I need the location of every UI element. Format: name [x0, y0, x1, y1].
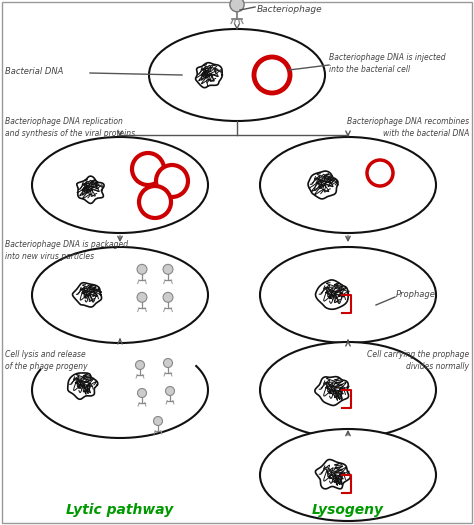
Text: Bacteriophage DNA is injected
into the bacterial cell: Bacteriophage DNA is injected into the b…	[329, 53, 446, 74]
Text: Prophage: Prophage	[396, 290, 436, 299]
Ellipse shape	[149, 29, 325, 121]
Circle shape	[137, 292, 147, 302]
Text: Bacterial DNA: Bacterial DNA	[5, 67, 64, 76]
Circle shape	[164, 359, 173, 368]
Circle shape	[136, 361, 145, 370]
Ellipse shape	[260, 429, 436, 521]
Circle shape	[254, 57, 290, 93]
Text: Bacteriophage DNA replication
and synthesis of the viral proteins: Bacteriophage DNA replication and synthe…	[5, 117, 135, 138]
Circle shape	[132, 153, 164, 185]
Ellipse shape	[32, 137, 208, 233]
Text: Cell carrying the prophage
divides normally: Cell carrying the prophage divides norma…	[367, 350, 469, 371]
Circle shape	[163, 265, 173, 274]
Circle shape	[367, 160, 393, 186]
Circle shape	[156, 165, 188, 197]
Circle shape	[163, 292, 173, 302]
Circle shape	[165, 386, 174, 395]
Circle shape	[230, 0, 244, 12]
Ellipse shape	[260, 247, 436, 343]
Text: Bacteriophage DNA is packaged
into new virus particles: Bacteriophage DNA is packaged into new v…	[5, 240, 128, 261]
Circle shape	[139, 186, 171, 218]
Text: Lytic pathway: Lytic pathway	[66, 503, 173, 517]
Text: Bacteriophage: Bacteriophage	[257, 5, 323, 14]
Text: Lysogeny: Lysogeny	[312, 503, 384, 517]
Ellipse shape	[32, 247, 208, 343]
Text: Cell lysis and release
of the phage progeny: Cell lysis and release of the phage prog…	[5, 350, 88, 371]
Text: Bacteriophage DNA recombines
with the bacterial DNA: Bacteriophage DNA recombines with the ba…	[347, 117, 469, 138]
Circle shape	[154, 416, 163, 425]
Ellipse shape	[260, 342, 436, 438]
Circle shape	[137, 388, 146, 397]
Circle shape	[137, 265, 147, 274]
Ellipse shape	[260, 137, 436, 233]
